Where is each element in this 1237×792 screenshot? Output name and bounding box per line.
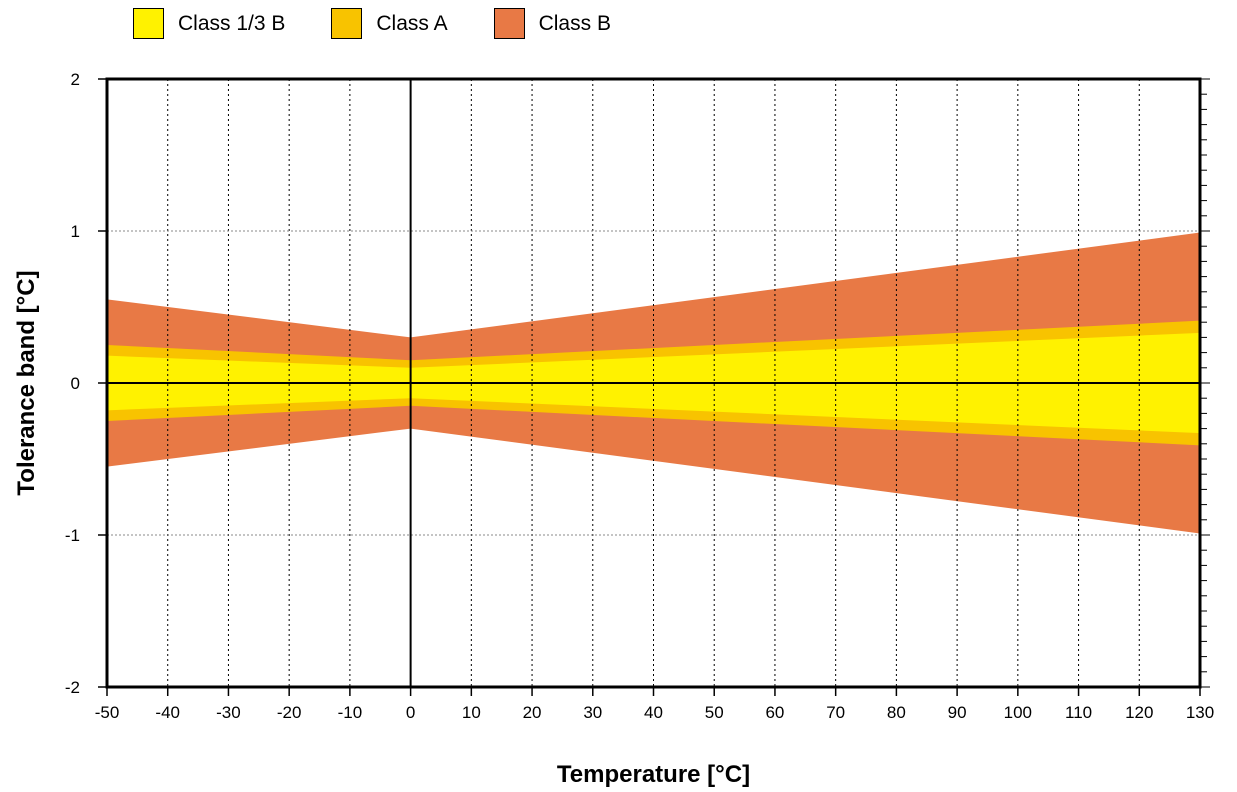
x-axis-title: Temperature [°C]: [557, 761, 750, 788]
x-tick-label: -30: [216, 703, 241, 722]
y-tick-label: 0: [71, 374, 80, 393]
x-tick-label: -20: [277, 703, 302, 722]
legend-swatch-class-b: [493, 8, 525, 39]
x-tick-label: -50: [95, 703, 120, 722]
grid-lines: [107, 79, 1200, 687]
x-tick-label: -40: [155, 703, 180, 722]
x-tick-label: 130: [1186, 703, 1214, 722]
legend-item-class-a: Class A: [331, 8, 448, 39]
x-tick-label: 40: [644, 703, 663, 722]
legend-label-class-a: Class A: [376, 11, 448, 35]
legend-label-class-1-3-b: Class 1/3 B: [178, 11, 286, 35]
x-tick-label: 20: [523, 703, 542, 722]
x-tick-label: 120: [1125, 703, 1153, 722]
x-tick-label: 30: [583, 703, 602, 722]
chart-legend: Class 1/3 B Class A Class B: [133, 8, 657, 39]
y-axis-title: Tolerance band [°C]: [13, 270, 40, 495]
axis-ticks: -50 -40 -30 -20 -10 0 10 20 30 40 50 60 70 80 90 100 110…: [65, 70, 1214, 722]
x-tick-label: 90: [948, 703, 967, 722]
y-tick-label: -1: [65, 526, 80, 545]
x-tick-label: 80: [887, 703, 906, 722]
legend-item-class-1-3-b: Class 1/3 B: [133, 8, 285, 39]
y-tick-label: -2: [65, 678, 80, 697]
legend-swatch-class-a: [331, 8, 363, 39]
x-tick-label: 0: [406, 703, 415, 722]
y-tick-label: 2: [71, 70, 80, 89]
legend-item-class-b: Class B: [493, 8, 611, 39]
legend-label-class-b: Class B: [538, 11, 611, 35]
x-tick-label: 110: [1065, 703, 1092, 722]
y-tick-label: 1: [71, 222, 80, 241]
x-tick-label: 10: [462, 703, 481, 722]
x-tick-label: 50: [705, 703, 724, 722]
x-tick-label: -10: [338, 703, 363, 722]
x-tick-label: 100: [1004, 703, 1032, 722]
x-tick-label: 70: [826, 703, 845, 722]
x-tick-label: 60: [765, 703, 784, 722]
legend-swatch-class-1-3-b: [133, 8, 164, 39]
